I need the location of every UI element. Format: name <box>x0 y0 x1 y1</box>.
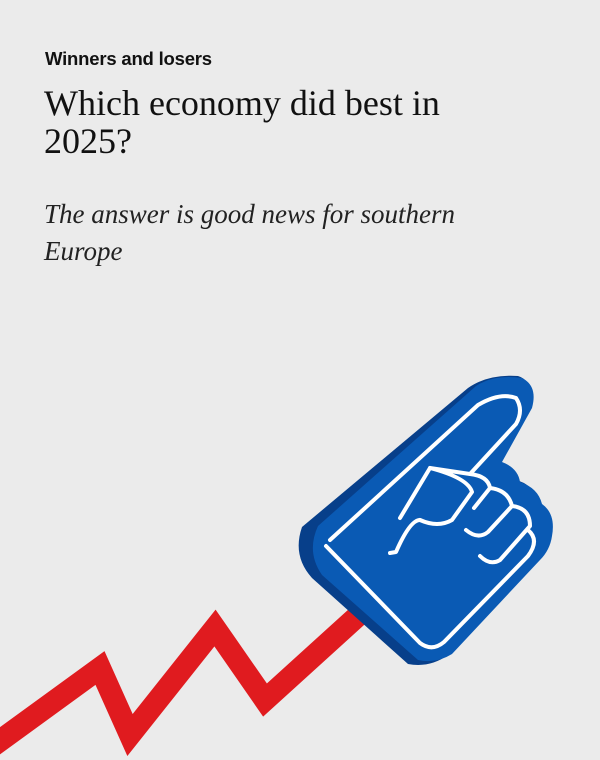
foam-finger-pointing-up-icon <box>298 375 553 665</box>
zigzag-rising-line <box>0 603 370 757</box>
article-kicker: Winners and losers <box>45 48 212 69</box>
article-subtitle: The answer is good news for southern Eur… <box>44 199 456 266</box>
article-title: Which economy did best in 2025? <box>44 83 440 161</box>
